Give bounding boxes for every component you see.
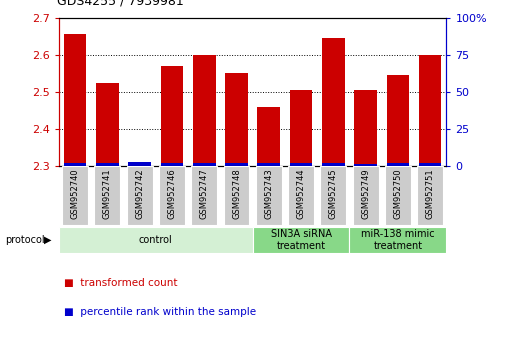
Text: protocol: protocol bbox=[5, 235, 45, 245]
Bar bbox=[387, 75, 409, 166]
Text: control: control bbox=[139, 235, 173, 245]
Bar bbox=[322, 164, 345, 166]
Text: miR-138 mimic
treatment: miR-138 mimic treatment bbox=[361, 229, 435, 251]
Bar bbox=[385, 166, 411, 225]
Text: GSM952741: GSM952741 bbox=[103, 168, 112, 219]
Text: GDS4255 / 7939981: GDS4255 / 7939981 bbox=[57, 0, 184, 7]
Bar bbox=[225, 74, 248, 166]
Text: GSM952750: GSM952750 bbox=[393, 168, 402, 219]
Text: GSM952747: GSM952747 bbox=[200, 168, 209, 219]
Bar bbox=[349, 227, 446, 253]
Bar bbox=[258, 107, 280, 166]
Text: GSM952740: GSM952740 bbox=[71, 168, 80, 219]
Bar bbox=[290, 164, 312, 166]
Bar bbox=[322, 38, 345, 166]
Text: GSM952746: GSM952746 bbox=[167, 168, 176, 219]
Bar bbox=[321, 166, 346, 225]
Bar bbox=[159, 166, 185, 225]
Bar bbox=[419, 55, 442, 166]
Bar bbox=[128, 162, 151, 166]
Text: GSM952748: GSM952748 bbox=[232, 168, 241, 219]
Text: GSM952743: GSM952743 bbox=[264, 168, 273, 219]
Bar bbox=[256, 166, 282, 225]
Bar bbox=[191, 166, 217, 225]
Bar bbox=[94, 166, 121, 225]
Bar bbox=[353, 166, 379, 225]
Bar bbox=[252, 227, 349, 253]
Bar bbox=[62, 166, 88, 225]
Bar bbox=[128, 165, 151, 166]
Bar bbox=[127, 166, 152, 225]
Bar bbox=[64, 34, 86, 166]
Bar bbox=[96, 83, 119, 166]
Bar bbox=[193, 55, 215, 166]
Bar bbox=[417, 166, 443, 225]
Text: ▶: ▶ bbox=[44, 235, 51, 245]
Bar bbox=[387, 164, 409, 166]
Bar bbox=[161, 163, 183, 166]
Bar bbox=[354, 164, 377, 166]
Bar bbox=[96, 164, 119, 166]
Text: GSM952745: GSM952745 bbox=[329, 168, 338, 219]
Bar bbox=[354, 90, 377, 166]
Bar bbox=[161, 66, 183, 166]
Bar bbox=[258, 164, 280, 166]
Text: GSM952751: GSM952751 bbox=[426, 168, 435, 219]
Bar bbox=[290, 90, 312, 166]
Text: GSM952744: GSM952744 bbox=[297, 168, 306, 219]
Bar bbox=[224, 166, 249, 225]
Bar bbox=[419, 164, 442, 166]
Text: SIN3A siRNA
treatment: SIN3A siRNA treatment bbox=[270, 229, 331, 251]
Text: ■  percentile rank within the sample: ■ percentile rank within the sample bbox=[64, 307, 256, 316]
Text: ■  transformed count: ■ transformed count bbox=[64, 278, 177, 288]
Bar bbox=[225, 164, 248, 166]
Text: GSM952749: GSM952749 bbox=[361, 168, 370, 219]
Bar bbox=[59, 227, 252, 253]
Bar bbox=[193, 164, 215, 166]
Text: GSM952742: GSM952742 bbox=[135, 168, 144, 219]
Bar bbox=[288, 166, 314, 225]
Bar bbox=[64, 164, 86, 166]
